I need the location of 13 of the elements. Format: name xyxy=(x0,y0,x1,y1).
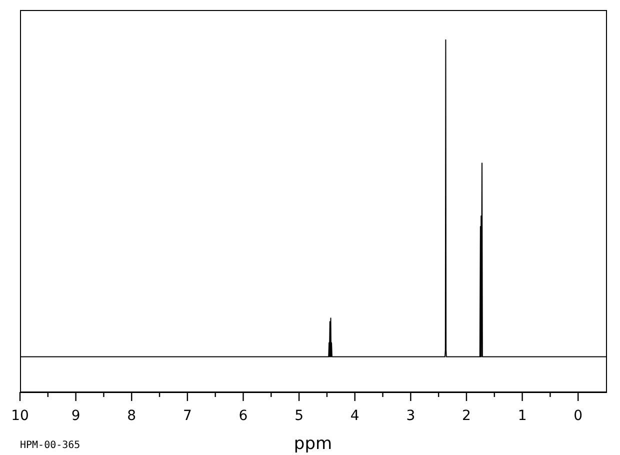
x-tick-label: 4 xyxy=(350,408,360,424)
x-tick-label: 6 xyxy=(238,408,248,424)
x-tick-label: 9 xyxy=(71,408,80,424)
x-tick-label: 7 xyxy=(182,408,192,424)
x-tick-label: 10 xyxy=(11,408,29,424)
text: HPM-00-365 xyxy=(20,440,80,452)
x-tick-label: 1 xyxy=(518,408,527,424)
x-tick-label: 2 xyxy=(462,408,471,424)
x-tick-label: 8 xyxy=(127,408,136,424)
x-axis-title: ppm xyxy=(294,434,332,454)
x-tick-label: 0 xyxy=(574,408,583,424)
x-tick-label: 3 xyxy=(406,408,416,424)
x-tick-label: 5 xyxy=(294,408,304,424)
